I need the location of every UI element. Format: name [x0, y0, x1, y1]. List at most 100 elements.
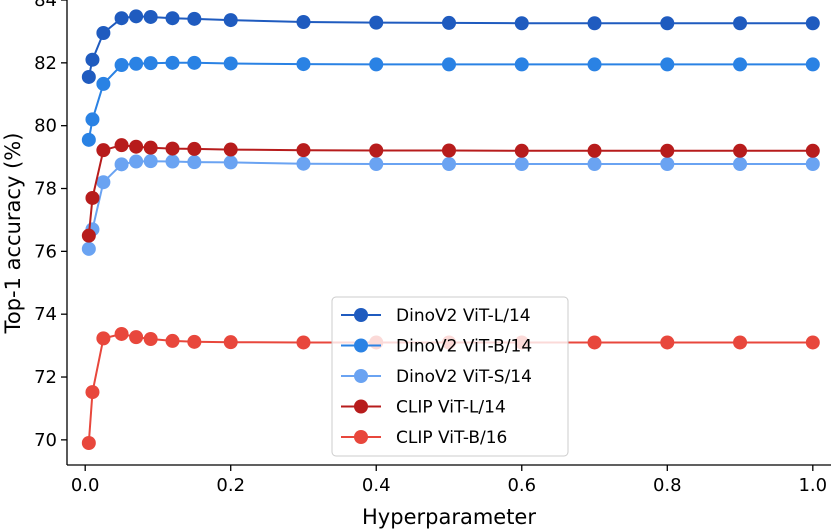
legend-marker — [354, 399, 368, 414]
data-point — [514, 143, 529, 158]
data-point — [165, 141, 180, 156]
legend-label: DinoV2 ViT-B/14 — [396, 337, 532, 357]
y-tick-label: 82 — [34, 53, 57, 74]
y-tick-label: 72 — [34, 367, 57, 388]
data-point — [85, 385, 100, 400]
data-point — [733, 143, 748, 158]
legend-frame — [331, 296, 569, 457]
data-point — [514, 57, 529, 72]
data-point — [81, 436, 96, 451]
data-point — [165, 11, 180, 26]
data-point — [587, 143, 602, 158]
data-point — [223, 335, 238, 350]
data-point — [369, 157, 384, 172]
data-point — [587, 16, 602, 31]
data-point — [81, 132, 96, 147]
data-point — [96, 76, 111, 91]
data-point — [165, 55, 180, 70]
series-1 — [81, 9, 820, 84]
data-point — [442, 57, 456, 72]
x-ticks: 0.0 0.2 0.4 0.6 0.8 1.0 — [71, 465, 827, 496]
y-tick-label: 84 — [34, 0, 57, 11]
legend-label: DinoV2 ViT-S/14 — [396, 367, 532, 387]
data-point — [81, 228, 96, 243]
data-point — [660, 157, 675, 172]
series-4 — [81, 138, 820, 243]
series-3 — [81, 154, 820, 256]
data-point — [223, 142, 238, 157]
data-point — [114, 11, 129, 26]
y-tick-label: 74 — [34, 304, 57, 325]
legend-marker — [354, 338, 368, 353]
x-tick-label: 0.4 — [362, 475, 391, 496]
data-point — [143, 56, 158, 71]
data-point — [733, 57, 748, 72]
series-line — [87, 61, 813, 140]
data-point — [442, 143, 456, 158]
data-point — [114, 58, 129, 73]
data-point — [369, 15, 384, 30]
data-point — [129, 139, 144, 154]
data-point — [514, 157, 529, 172]
x-tick-label: 1.0 — [798, 475, 827, 496]
legend-marker — [354, 308, 368, 322]
data-point — [805, 57, 820, 72]
y-axis-label: Top-1 accuracy (%) — [1, 133, 25, 335]
data-point — [187, 55, 202, 70]
data-point — [81, 69, 96, 84]
data-point — [96, 25, 111, 40]
data-point — [96, 143, 111, 158]
data-point — [129, 330, 144, 345]
series-line — [87, 160, 813, 249]
legend-label: CLIP ViT-B/16 — [396, 428, 507, 448]
data-point — [187, 141, 202, 156]
legend-marker — [354, 369, 368, 383]
data-point — [369, 143, 384, 158]
data-point — [442, 157, 456, 172]
data-point — [223, 56, 238, 71]
data-point — [587, 157, 602, 172]
data-point — [85, 112, 100, 127]
data-point — [187, 334, 202, 349]
data-point — [296, 57, 311, 72]
data-point — [660, 57, 675, 72]
data-point — [733, 157, 748, 172]
legend-label: CLIP ViT-L/14 — [396, 398, 506, 418]
y-tick-label: 70 — [34, 430, 57, 451]
x-axis-label: Hyperparameter — [362, 505, 536, 529]
data-point — [165, 333, 180, 348]
x-tick-label: 0.8 — [653, 475, 682, 496]
data-point — [129, 56, 144, 71]
y-tick-label: 76 — [34, 241, 57, 262]
data-point — [805, 335, 820, 350]
x-tick-label: 0.2 — [216, 475, 245, 496]
x-tick-label: 0.0 — [71, 475, 100, 496]
data-point — [96, 175, 111, 190]
data-point — [187, 11, 202, 26]
data-point — [85, 52, 100, 67]
data-point — [114, 326, 129, 341]
data-point — [587, 57, 602, 72]
data-point — [223, 13, 238, 28]
data-point — [129, 154, 144, 169]
data-point — [369, 57, 384, 72]
data-point — [733, 335, 748, 350]
data-point — [660, 335, 675, 350]
data-point — [296, 143, 311, 158]
data-point — [85, 190, 100, 205]
data-point — [143, 332, 158, 347]
legend: DinoV2 ViT-L/14 DinoV2 ViT-B/14 DinoV2 ViT… — [331, 296, 569, 457]
series-2 — [81, 55, 820, 147]
data-point — [114, 157, 129, 172]
data-point — [81, 241, 96, 256]
data-point — [114, 138, 129, 153]
data-point — [223, 155, 238, 170]
data-point — [296, 14, 311, 29]
legend-label: DinoV2 ViT-L/14 — [396, 306, 531, 326]
y-tick-label: 78 — [34, 179, 57, 200]
data-point — [129, 9, 144, 24]
data-point — [660, 143, 675, 158]
data-point — [96, 331, 111, 346]
data-point — [514, 16, 529, 31]
